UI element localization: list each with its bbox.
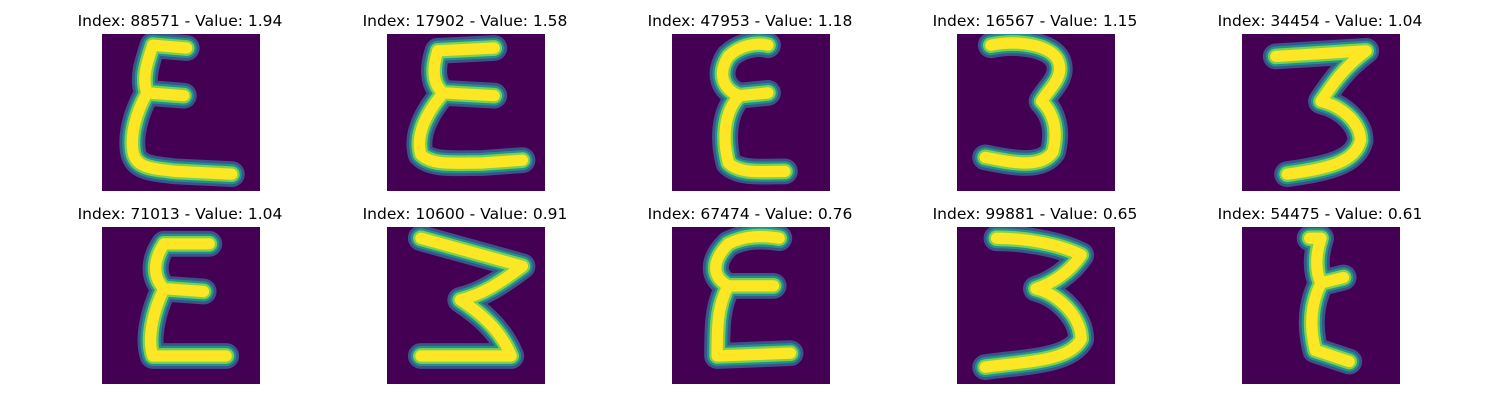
stroke-core	[147, 39, 193, 54]
stroke-core	[413, 87, 529, 169]
digit-svg	[387, 34, 545, 191]
panel-title: Index: 71013 - Value: 1.04	[77, 205, 283, 223]
panel-title: Index: 17902 - Value: 1.58	[362, 12, 568, 30]
digit-svg	[1242, 227, 1400, 384]
panel-2: Index: 17902 - Value: 1.58	[345, 10, 585, 191]
stroke-core	[711, 280, 797, 362]
digit-svg	[672, 227, 830, 384]
panel-4: Index: 16567 - Value: 1.15	[915, 10, 1155, 191]
panel-title: Index: 34454 - Value: 1.04	[1217, 12, 1423, 30]
digit-svg	[672, 34, 830, 191]
panel-7: Index: 10600 - Value: 0.91	[345, 203, 585, 384]
digit-image	[387, 34, 545, 191]
digit-image	[957, 227, 1115, 384]
panel-10: Index: 54475 - Value: 0.61	[1200, 203, 1440, 384]
stroke-core	[1270, 45, 1372, 180]
stroke-core	[1306, 277, 1355, 368]
stroke-core	[126, 87, 238, 180]
panel-title: Index: 54475 - Value: 0.61	[1217, 205, 1423, 223]
digit-svg	[102, 227, 260, 384]
digit-svg	[102, 34, 260, 191]
panel-3: Index: 47953 - Value: 1.18	[630, 10, 870, 191]
digit-image	[387, 227, 545, 384]
stroke-core	[432, 42, 500, 57]
panel-title: Index: 99881 - Value: 0.65	[932, 205, 1138, 223]
panel-title: Index: 16567 - Value: 1.15	[932, 12, 1138, 30]
digit-svg	[957, 227, 1115, 384]
digit-svg	[387, 227, 545, 384]
digit-image	[1242, 227, 1400, 384]
panel-title: Index: 47953 - Value: 1.18	[647, 12, 853, 30]
digit-image	[672, 227, 830, 384]
panel-title: Index: 88571 - Value: 1.94	[77, 12, 283, 30]
digit-svg	[957, 34, 1115, 191]
panel-title: Index: 67474 - Value: 0.76	[647, 205, 853, 223]
stroke-core	[719, 90, 791, 178]
panel-6: Index: 71013 - Value: 1.04	[60, 203, 300, 384]
stroke-core	[144, 283, 232, 362]
panel-1: Index: 88571 - Value: 1.94	[60, 10, 300, 191]
stroke-core	[415, 232, 529, 362]
digit-svg	[1242, 34, 1400, 191]
stroke-core	[979, 232, 1087, 373]
digit-image	[1242, 34, 1400, 191]
panel-8: Index: 67474 - Value: 0.76	[630, 203, 870, 384]
digit-image	[102, 227, 260, 384]
panel-title: Index: 10600 - Value: 0.91	[362, 205, 568, 223]
panel-5: Index: 34454 - Value: 1.04	[1200, 10, 1440, 191]
digit-image	[957, 34, 1115, 191]
digit-image	[102, 34, 260, 191]
panel-9: Index: 99881 - Value: 0.65	[915, 203, 1155, 384]
stroke-core	[979, 37, 1066, 169]
digit-image	[672, 34, 830, 191]
